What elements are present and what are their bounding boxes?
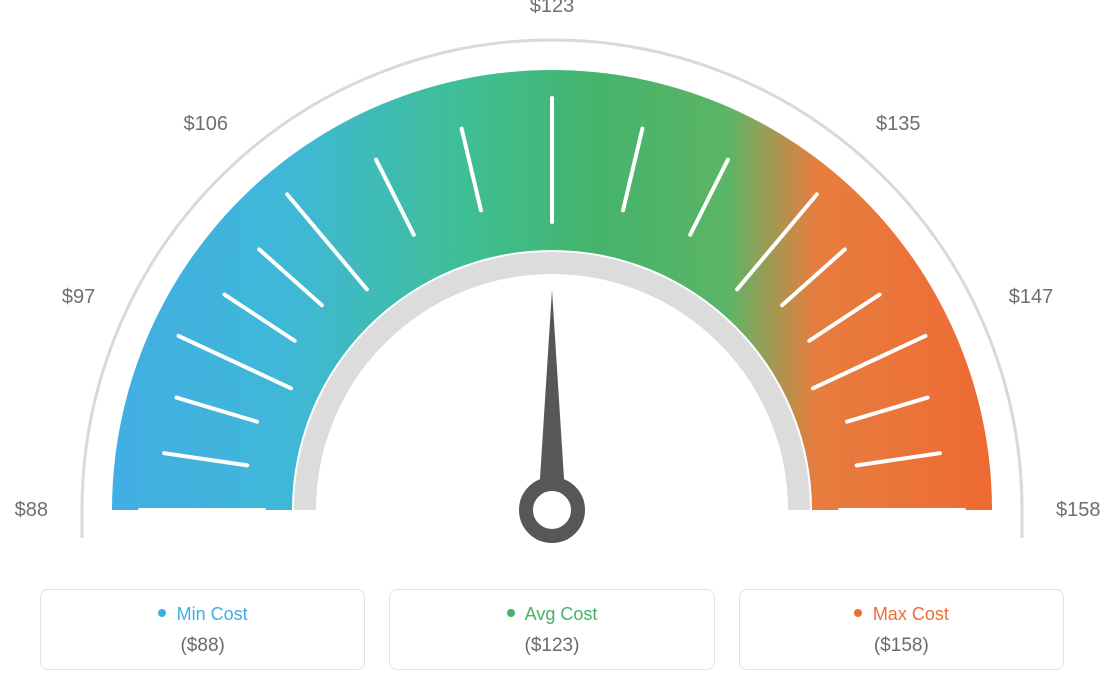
dot-icon-min [158, 609, 166, 617]
svg-text:$158: $158 [1056, 499, 1101, 521]
legend-row: Min Cost ($88) Avg Cost ($123) Max Cost … [40, 589, 1064, 670]
legend-card-max: Max Cost ($158) [739, 589, 1064, 670]
legend-title-avg: Avg Cost [400, 604, 703, 625]
svg-text:$135: $135 [876, 113, 921, 135]
legend-label-max: Max Cost [873, 604, 949, 624]
svg-text:$97: $97 [62, 286, 95, 308]
gauge-chart-container: $88 $97 $106 $123 $135 $147 $158 Min Cost ($88… [0, 0, 1104, 690]
svg-text:$147: $147 [1009, 286, 1053, 308]
svg-text:$123: $123 [530, 0, 575, 17]
legend-card-avg: Avg Cost ($123) [389, 589, 714, 670]
legend-title-max: Max Cost [750, 604, 1053, 625]
legend-title-min: Min Cost [51, 604, 354, 625]
dot-icon-avg [507, 609, 515, 617]
legend-label-avg: Avg Cost [525, 604, 598, 624]
dot-icon-max [854, 609, 862, 617]
legend-label-min: Min Cost [177, 604, 248, 624]
svg-text:$106: $106 [184, 113, 229, 135]
gauge-area: $88 $97 $106 $123 $135 $147 $158 [0, 0, 1104, 560]
legend-value-max: ($158) [750, 635, 1053, 657]
svg-text:$88: $88 [15, 499, 48, 521]
legend-value-min: ($88) [51, 635, 354, 657]
legend-card-min: Min Cost ($88) [40, 589, 365, 670]
legend-value-avg: ($123) [400, 635, 703, 657]
